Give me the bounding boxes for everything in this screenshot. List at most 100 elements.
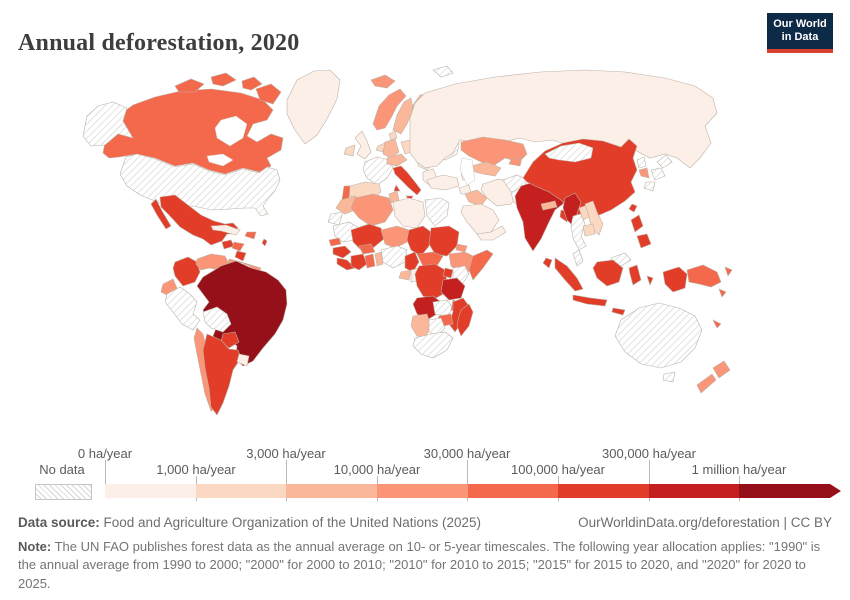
country-somalia[interactable] — [468, 249, 494, 281]
country-burkina-faso[interactable] — [358, 243, 376, 255]
country-honduras[interactable] — [231, 241, 245, 252]
country-indonesia-west-papua[interactable] — [662, 266, 688, 293]
country-guinea[interactable] — [332, 245, 352, 259]
country-greenland[interactable] — [286, 69, 341, 145]
country-cambodia[interactable] — [582, 223, 596, 237]
country-western-sahara[interactable] — [327, 211, 344, 226]
country-united-kingdom[interactable] — [354, 130, 372, 160]
country-mexico[interactable] — [159, 194, 239, 246]
country-central-europe[interactable] — [386, 153, 408, 167]
country-vietnam[interactable] — [584, 200, 604, 236]
country-new-zealand-south[interactable] — [696, 373, 717, 394]
country-chad[interactable] — [406, 225, 432, 257]
country-italy[interactable] — [392, 165, 422, 196]
legend-bin-3000-10000[interactable] — [286, 484, 377, 498]
country-philippines-mindanao[interactable] — [636, 233, 652, 249]
country-indonesia-kalimantan[interactable] — [592, 259, 624, 287]
country-ireland[interactable] — [343, 144, 356, 157]
country-uganda[interactable] — [442, 267, 454, 279]
country-japan[interactable] — [656, 154, 673, 169]
country-canada-island[interactable] — [241, 76, 263, 91]
country-cuba[interactable] — [210, 224, 241, 236]
country-uruguay[interactable] — [236, 353, 250, 367]
country-sri-lanka[interactable] — [542, 257, 553, 269]
country-france[interactable] — [362, 156, 394, 186]
country-indonesia-sulawesi[interactable] — [628, 264, 642, 286]
legend-bin-1m-plus[interactable] — [739, 484, 830, 498]
country-benelux[interactable] — [375, 142, 386, 153]
legend-bin-30000-100000[interactable] — [467, 484, 559, 498]
country-sudan[interactable] — [428, 225, 460, 257]
legend-no-data-swatch[interactable] — [35, 484, 92, 500]
country-indonesia-java[interactable] — [572, 294, 608, 307]
country-tasmania[interactable] — [662, 371, 676, 383]
country-japan[interactable] — [650, 167, 666, 181]
country-saudi-arabia[interactable] — [460, 203, 500, 235]
country-iceland[interactable] — [370, 74, 396, 89]
country-mali[interactable] — [350, 223, 386, 251]
country-botswana[interactable] — [428, 317, 446, 337]
country-egypt[interactable] — [424, 197, 450, 227]
country-libya[interactable] — [392, 197, 426, 229]
country-algeria[interactable] — [350, 193, 394, 227]
country-canada-island[interactable] — [174, 78, 205, 93]
country-australia[interactable] — [614, 302, 703, 369]
country-peru[interactable] — [164, 286, 201, 331]
country-italy-sardinia[interactable] — [393, 184, 401, 192]
country-zambia[interactable] — [432, 299, 454, 317]
country-lesser-antilles[interactable] — [261, 238, 268, 247]
country-new-caledonia[interactable] — [712, 319, 722, 329]
country-mexico-baja[interactable] — [150, 198, 172, 230]
owid-url-link[interactable]: OurWorldinData.org/deforestation | CC BY — [578, 515, 832, 530]
country-tanzania[interactable] — [440, 277, 466, 301]
country-togo-benin[interactable] — [374, 251, 384, 267]
country-japan[interactable] — [643, 181, 656, 192]
country-malaysia[interactable] — [572, 249, 584, 267]
country-yemen[interactable] — [476, 225, 507, 241]
legend-bin-1000-3000[interactable] — [195, 484, 287, 498]
country-canada-island[interactable] — [255, 83, 282, 105]
country-south-korea[interactable] — [638, 167, 650, 179]
country-bolivia[interactable] — [202, 306, 232, 333]
legend-bin-10000-30000[interactable] — [376, 484, 468, 498]
country-png-island[interactable] — [718, 288, 727, 298]
country-cameroon[interactable] — [404, 251, 420, 273]
legend-bin-300000-1m[interactable] — [648, 484, 740, 498]
country-eritrea[interactable] — [455, 243, 468, 253]
country-nigeria[interactable] — [380, 245, 408, 269]
country-iraq[interactable] — [464, 189, 488, 207]
country-indonesia-sumatra[interactable] — [554, 257, 584, 292]
country-nepal[interactable] — [540, 200, 558, 211]
country-sweden[interactable] — [392, 97, 414, 135]
country-svalbard[interactable] — [432, 65, 454, 78]
country-ivory-coast[interactable] — [350, 253, 368, 271]
legend-bin-0-1000[interactable] — [105, 484, 196, 498]
country-indonesia-moluccas[interactable] — [646, 275, 654, 286]
country-papua-new-guinea[interactable] — [686, 264, 722, 288]
country-madagascar[interactable] — [456, 303, 474, 337]
country-south-africa[interactable] — [412, 331, 454, 359]
country-mongolia[interactable] — [544, 142, 594, 163]
legend-bin-100000-300000[interactable] — [558, 484, 649, 498]
country-indonesia-lesser-sunda[interactable] — [611, 307, 626, 316]
country-canada-island[interactable] — [210, 72, 237, 87]
country-argentina[interactable] — [202, 333, 242, 416]
country-niger[interactable] — [380, 225, 410, 249]
country-nicaragua[interactable] — [234, 250, 247, 262]
country-denmark[interactable] — [388, 130, 398, 141]
country-namibia[interactable] — [410, 313, 432, 339]
country-north-korea[interactable] — [636, 156, 647, 169]
country-tunisia[interactable] — [388, 190, 400, 204]
country-turkey[interactable] — [426, 174, 460, 191]
country-colombia[interactable] — [172, 256, 201, 287]
country-png-island[interactable] — [724, 266, 733, 277]
country-new-zealand-north[interactable] — [712, 360, 731, 379]
country-norway[interactable] — [372, 88, 407, 131]
country-senegal[interactable] — [328, 237, 342, 247]
country-ghana[interactable] — [364, 253, 376, 269]
country-gabon[interactable] — [398, 269, 412, 281]
country-alaska[interactable] — [82, 101, 134, 147]
country-philippines-luzon[interactable] — [630, 214, 644, 233]
country-sierra-leone-liberia[interactable] — [336, 257, 356, 271]
country-canada[interactable] — [102, 88, 284, 175]
